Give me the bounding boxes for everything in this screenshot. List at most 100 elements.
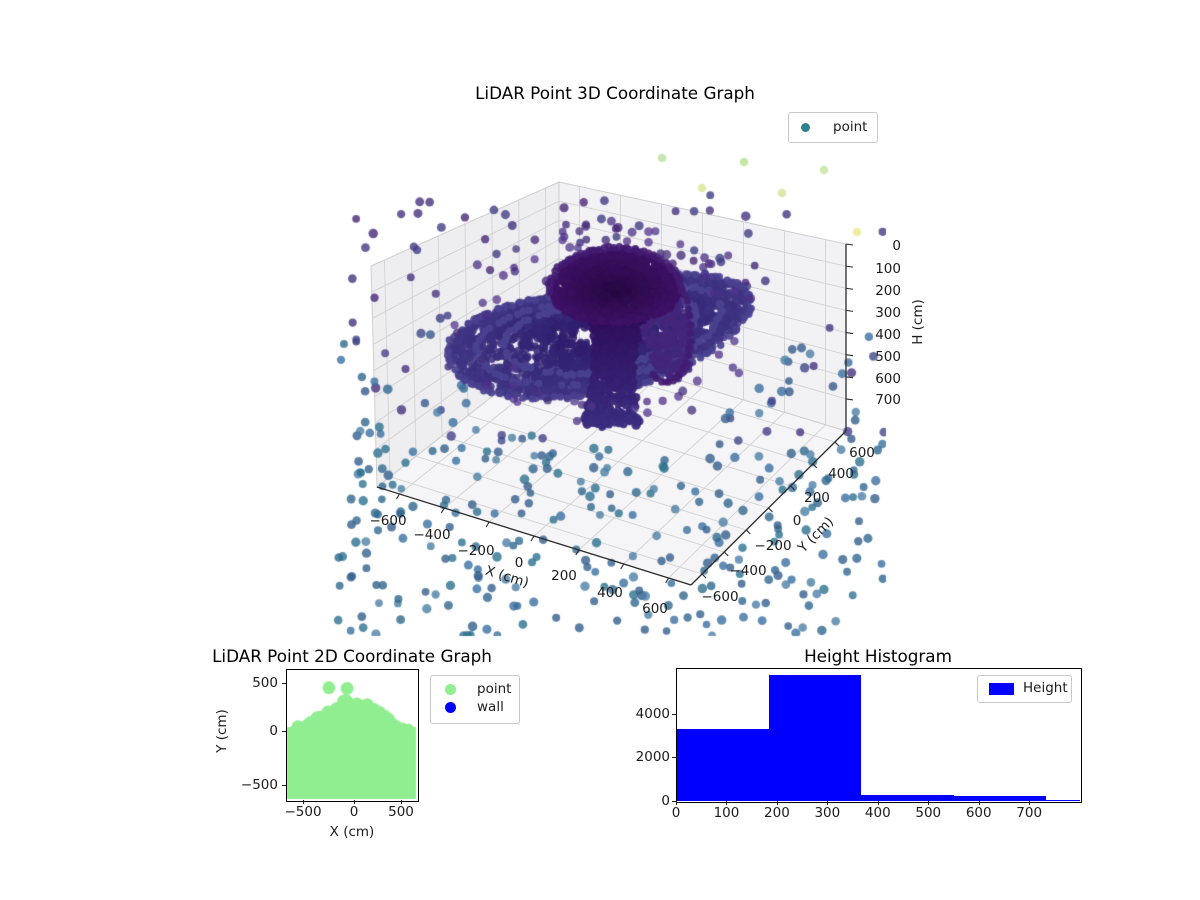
y-tick-label: 0 (792, 513, 802, 529)
x-tick-label: 600 (965, 805, 992, 821)
x-tick-label: −400 (413, 527, 451, 543)
z-tick-label: 100 (875, 261, 901, 277)
z-tick-mark (845, 243, 854, 246)
y-tick-mark (790, 485, 796, 491)
plot2d-xlabel: X (cm) (329, 824, 375, 840)
z-tick-label: 400 (875, 327, 901, 343)
x-tick-label: 500 (915, 805, 942, 821)
histogram-legend-height-label: Height (1023, 680, 1068, 696)
x-tick-label: 400 (597, 585, 623, 601)
x-tick (1029, 801, 1031, 805)
y-tick-mark (812, 463, 818, 469)
legend-height-swatch-icon (989, 683, 1014, 695)
z-tick-mark (845, 265, 854, 268)
x-tick-label: −200 (457, 543, 495, 559)
x-tick-label: 0 (671, 805, 681, 821)
z-tick-label: 700 (875, 392, 901, 408)
y-tick-mark (723, 551, 729, 557)
x-tick (676, 801, 677, 805)
z-tick-mark (845, 398, 854, 401)
x-tick-label: 100 (713, 805, 740, 821)
x-tick-mark (620, 563, 625, 570)
y-tick-mark (768, 507, 773, 513)
y-tick-label: −200 (754, 538, 792, 554)
z-tick-mark (845, 331, 854, 335)
y-tick (672, 801, 676, 802)
y-tick (282, 785, 286, 786)
hist-bar (953, 795, 1047, 801)
plot2d-title: LiDAR Point 2D Coordinate Graph (212, 646, 492, 666)
y-tick (282, 731, 286, 732)
z-tick-label: 500 (875, 349, 901, 365)
hist-bar (676, 728, 769, 801)
z-tick-mark (845, 309, 854, 312)
x-tick (354, 800, 355, 804)
x-tick-label: 600 (642, 601, 668, 617)
y-tick-label: 2000 (635, 749, 670, 766)
y-tick-label: −600 (701, 589, 739, 605)
x-tick-mark (395, 493, 400, 500)
plot3d-legend: point (788, 112, 878, 143)
x-tick-mark (530, 535, 535, 542)
plot3d-zlabel: H (cm) (910, 299, 926, 345)
z-tick-label: 300 (875, 305, 901, 321)
x-tick (827, 801, 829, 805)
x-tick-mark (485, 521, 490, 528)
x-tick (877, 801, 879, 805)
x-tick-mark (440, 507, 445, 514)
plot2d-legend-wall-label: wall (477, 699, 504, 715)
x-tick-mark (575, 549, 580, 556)
y-tick (672, 757, 676, 759)
plot2d-ylabel: Y (cm) (214, 709, 230, 753)
z-tick-mark (845, 376, 854, 379)
x-tick-label: 0 (349, 804, 359, 820)
y-tick-label: 0 (661, 793, 670, 809)
y-tick (672, 713, 676, 715)
histogram-title: Height Histogram (804, 646, 952, 666)
z-tick-mark (845, 354, 854, 357)
z-tick-mark (845, 287, 854, 290)
y-tick (282, 683, 286, 684)
y-tick-mark (834, 441, 840, 447)
x-tick-label: 200 (551, 568, 577, 584)
plot2d-legend: point wall (430, 675, 520, 724)
y-tick-label: 4000 (635, 705, 670, 722)
x-tick-mark (665, 577, 670, 584)
x-tick (401, 800, 402, 804)
x-tick-label: −600 (369, 513, 407, 529)
y-tick-label: 600 (849, 445, 875, 461)
histogram-legend: Height (977, 675, 1072, 703)
hist-bar (768, 675, 862, 801)
y-tick-label: −400 (729, 563, 767, 579)
x-tick-label: 400 (864, 805, 891, 821)
z-tick-label: 0 (892, 238, 901, 254)
y-tick-label: 0 (269, 723, 278, 739)
x-tick-label: 0 (514, 555, 524, 571)
y-tick-label: −500 (240, 777, 278, 793)
x-tick (928, 801, 930, 805)
plot2d-legend-point-label: point (477, 681, 512, 697)
y-tick-label: 400 (828, 466, 854, 482)
z-tick-label: 200 (875, 283, 901, 299)
x-tick (978, 801, 980, 805)
hist-bar (861, 794, 954, 801)
y-tick-mark (701, 573, 707, 579)
legend-point-marker-icon (801, 123, 810, 132)
x-tick (303, 800, 304, 804)
x-tick-label: 700 (1016, 805, 1043, 821)
x-tick (726, 801, 728, 805)
z-tick-label: 600 (875, 371, 901, 387)
x-tick-label: 200 (764, 805, 790, 821)
plot2d-axes-frame (286, 669, 419, 802)
histogram-axes-frame (676, 668, 1082, 803)
y-tick-label: 500 (252, 675, 278, 691)
histogram-bars (676, 668, 1080, 801)
legend-point-marker-icon (445, 684, 456, 695)
hist-bar (1046, 799, 1080, 801)
y-tick-mark (745, 529, 751, 535)
y-tick-label: 200 (804, 490, 830, 506)
x-tick-label: 500 (388, 804, 414, 820)
